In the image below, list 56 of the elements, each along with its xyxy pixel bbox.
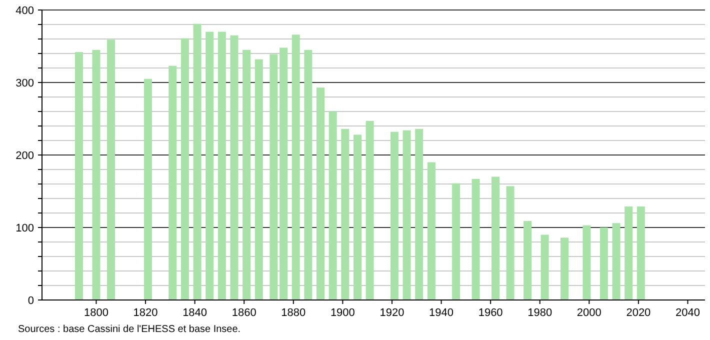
bar — [218, 32, 226, 300]
bar — [624, 206, 633, 300]
bar — [144, 78, 152, 300]
bar — [452, 183, 460, 300]
bar — [524, 220, 532, 300]
y-tick-label: 400 — [16, 4, 34, 17]
bar — [270, 54, 278, 300]
bar — [341, 128, 350, 300]
bar — [492, 176, 500, 300]
x-tick-label: 1800 — [84, 307, 108, 319]
x-tick-label: 2020 — [626, 307, 651, 319]
bar — [180, 38, 189, 300]
bar — [328, 112, 337, 300]
x-tick-label: 1900 — [330, 307, 355, 319]
x-tick-label: 1820 — [133, 307, 158, 319]
x-tick-label: 1960 — [478, 307, 503, 319]
bar — [506, 186, 514, 300]
bar — [206, 32, 214, 300]
bar — [280, 48, 288, 300]
bar — [254, 59, 263, 300]
bar — [168, 66, 177, 300]
bar — [193, 24, 202, 300]
bar — [366, 120, 374, 300]
x-tick-label: 1920 — [380, 307, 404, 319]
bar — [402, 130, 411, 300]
x-tick-label: 1840 — [182, 307, 208, 319]
y-tick-label: 100 — [16, 222, 34, 234]
bar — [612, 223, 620, 300]
bar — [582, 225, 591, 300]
x-tick-label: 2000 — [576, 307, 602, 319]
y-tick-label: 200 — [16, 150, 34, 162]
y-tick-label: 0 — [28, 294, 34, 307]
bar — [242, 50, 251, 300]
bar — [230, 35, 238, 300]
bar — [636, 206, 645, 300]
bar — [107, 40, 116, 300]
bar — [92, 50, 100, 300]
bar — [427, 162, 436, 300]
bar — [353, 134, 362, 300]
x-tick-label: 2040 — [676, 307, 700, 319]
bar — [316, 88, 325, 300]
bar — [74, 52, 83, 300]
bar — [390, 132, 398, 300]
bar — [415, 128, 424, 300]
y-tick-label: 300 — [16, 77, 34, 90]
bar — [540, 234, 549, 300]
x-tick-label: 1860 — [232, 307, 256, 319]
source-note: Sources : base Cassini de l'EHESS et base Insee. — [18, 324, 241, 335]
x-tick-label: 1880 — [281, 307, 306, 319]
bar — [304, 50, 312, 300]
bar — [292, 34, 300, 300]
bar — [600, 228, 608, 300]
bar — [472, 178, 480, 300]
bar — [560, 238, 569, 300]
x-tick-label: 1940 — [429, 307, 454, 319]
x-tick-label: 1980 — [528, 307, 552, 319]
